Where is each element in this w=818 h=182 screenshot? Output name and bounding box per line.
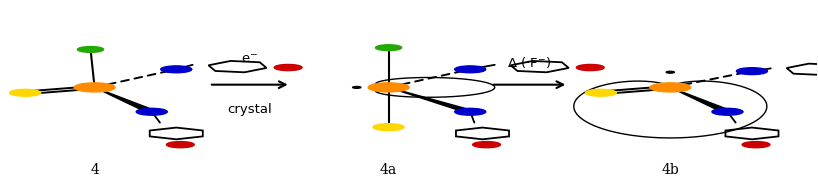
- Circle shape: [161, 66, 191, 73]
- Circle shape: [742, 142, 770, 148]
- Polygon shape: [670, 87, 733, 112]
- Circle shape: [455, 66, 486, 73]
- Circle shape: [712, 108, 743, 115]
- Circle shape: [353, 86, 361, 88]
- Polygon shape: [95, 87, 157, 112]
- Circle shape: [167, 142, 194, 148]
- Circle shape: [10, 89, 41, 96]
- Circle shape: [473, 142, 501, 148]
- Text: $\Delta$ ($\cdot$F$^{-}$): $\Delta$ ($\cdot$F$^{-}$): [507, 55, 551, 70]
- Text: 4a: 4a: [380, 163, 398, 177]
- Circle shape: [375, 45, 402, 51]
- Circle shape: [649, 83, 690, 92]
- Circle shape: [586, 89, 617, 96]
- Circle shape: [368, 83, 409, 92]
- Text: 4b: 4b: [662, 163, 679, 177]
- Polygon shape: [389, 87, 474, 112]
- Circle shape: [74, 83, 115, 92]
- Circle shape: [274, 64, 302, 71]
- Text: crystal: crystal: [227, 103, 272, 116]
- Text: e$^{-}$: e$^{-}$: [241, 53, 258, 66]
- Circle shape: [736, 68, 767, 75]
- Circle shape: [137, 108, 168, 115]
- Text: 4: 4: [90, 163, 99, 177]
- Circle shape: [373, 124, 404, 130]
- Circle shape: [577, 64, 605, 71]
- Circle shape: [455, 108, 486, 115]
- Circle shape: [78, 47, 104, 52]
- Circle shape: [666, 71, 674, 73]
